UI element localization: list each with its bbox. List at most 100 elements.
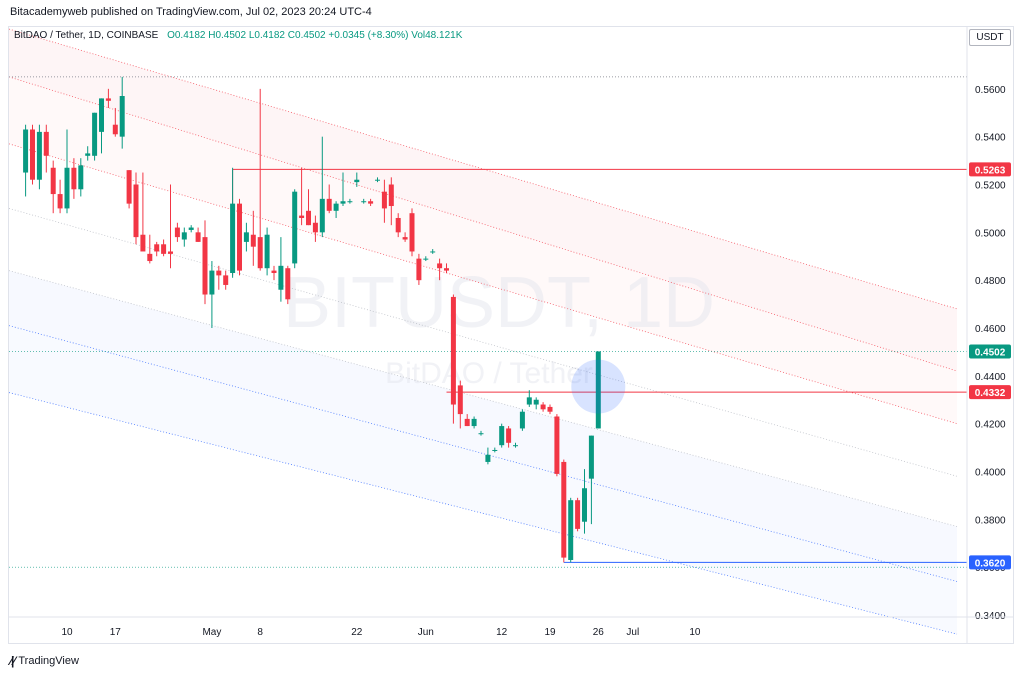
price-label-bg-1: [969, 344, 1011, 359]
candle-body-42: [312, 222, 318, 233]
candle-body-52: [381, 191, 387, 209]
candle-body-71: [513, 445, 518, 447]
legend-close: C0.4502: [287, 30, 326, 41]
candle-body-83: [595, 351, 601, 429]
x-tick-label-7: 19: [544, 627, 556, 638]
x-tick-label-9: Jul: [626, 627, 639, 638]
candle-body-70: [506, 428, 512, 443]
candle-body-64: [464, 418, 470, 427]
candle-body-37: [278, 265, 284, 290]
candle-body-61: [444, 268, 449, 271]
candle-body-10: [92, 112, 98, 156]
channel-line-1: [8, 76, 958, 372]
candle-body-12: [105, 98, 111, 101]
candle-body-55: [402, 237, 408, 240]
candle-body-22: [174, 227, 180, 238]
candle-body-25: [195, 232, 201, 242]
candle-body-69: [499, 426, 505, 446]
candle-body-20: [161, 244, 167, 254]
publisher-info: Bitacademyweb published on TradingView.c…: [10, 6, 372, 18]
candle-body-41: [306, 210, 311, 226]
candle-body-9: [85, 153, 91, 156]
candle-body-13: [112, 124, 118, 135]
candle-body-36: [271, 270, 277, 273]
candle-body-28: [216, 270, 222, 276]
candle-body-79: [568, 500, 574, 560]
candle-body-78: [561, 461, 567, 558]
price-label-1: 0.4502: [975, 347, 1006, 358]
legend-high: H0.4502: [208, 30, 247, 41]
candle-body-49: [361, 201, 367, 203]
candle-body-67: [485, 454, 491, 462]
candle-body-5: [57, 194, 63, 209]
legend-open: O0.4182: [167, 30, 206, 41]
candle-body-34: [257, 237, 263, 269]
y-tick-label-2: 0.3800: [975, 515, 1006, 526]
candle-body-51: [375, 179, 380, 181]
x-tick-label-10: 10: [689, 627, 701, 638]
candle-body-74: [533, 399, 539, 405]
x-tick-label-5: Jun: [418, 627, 434, 638]
channel-line-6: [8, 392, 958, 635]
candle-body-23: [181, 232, 187, 240]
candle-body-50: [368, 201, 374, 204]
price-label-3: 0.3620: [975, 558, 1006, 569]
candle-body-2: [36, 131, 42, 180]
candle-body-27: [209, 270, 215, 295]
candle-body-45: [333, 203, 339, 211]
candle-body-14: [119, 96, 125, 137]
candle-body-4: [50, 167, 56, 195]
candle-body-54: [395, 217, 401, 233]
candle-body-26: [202, 237, 208, 295]
ohlc-legend: BitDAO / Tether, 1D, COINBASE O0.4182 H0…: [14, 30, 462, 41]
candle-body-80: [575, 500, 581, 529]
candle-body-81: [582, 488, 587, 522]
candle-body-7: [71, 167, 77, 190]
channel-line-3: [8, 208, 958, 477]
candle-body-72: [519, 411, 525, 429]
candle-body-76: [547, 406, 553, 412]
x-tick-label-8: 26: [593, 627, 605, 638]
candle-body-18: [147, 253, 153, 262]
candle-body-8: [78, 165, 84, 190]
candle-body-63: [457, 385, 463, 415]
candle-body-32: [243, 232, 249, 242]
candle-body-21: [168, 251, 173, 254]
candle-body-40: [299, 215, 305, 218]
price-label-0: 0.5263: [975, 165, 1006, 176]
y-tick-label-11: 0.5600: [975, 85, 1006, 96]
y-tick-label-3: 0.4000: [975, 468, 1006, 479]
candle-body-77: [554, 416, 560, 474]
x-tick-label-2: May: [202, 627, 221, 638]
y-tick-label-7: 0.4800: [975, 276, 1006, 287]
candle-body-24: [188, 227, 194, 230]
legend-low: L0.4182: [248, 30, 285, 41]
candle-body-0: [23, 129, 29, 173]
watermark-name: BitDAO / Tether: [385, 357, 593, 390]
currency-selector[interactable]: USDT: [969, 29, 1011, 46]
x-tick-label-0: 10: [61, 627, 73, 638]
candle-body-82: [588, 435, 594, 479]
candle-body-19: [154, 244, 160, 252]
candle-body-16: [133, 184, 139, 238]
candle-body-6: [64, 167, 70, 209]
legend-volume: Vol48.121K: [411, 30, 463, 41]
candle-body-59: [430, 251, 436, 253]
candle-body-66: [478, 433, 484, 435]
candle-body-60: [437, 263, 443, 269]
x-tick-label-1: 17: [110, 627, 122, 638]
candle-body-11: [99, 98, 104, 132]
channel-fill-lower: [9, 270, 957, 582]
candle-body-39: [292, 191, 298, 264]
highlight-circle: [571, 359, 626, 414]
price-label-bg-0: [969, 162, 1011, 177]
footer-logo[interactable]: ⁄|⁄ TradingView: [10, 654, 79, 668]
y-tick-label-8: 0.5000: [975, 228, 1006, 239]
channel-fill-upper: [9, 29, 957, 372]
candle-body-46: [340, 201, 346, 204]
price-label-bg-3: [969, 555, 1011, 570]
candle-body-62: [450, 296, 456, 405]
candle-body-56: [409, 213, 415, 252]
